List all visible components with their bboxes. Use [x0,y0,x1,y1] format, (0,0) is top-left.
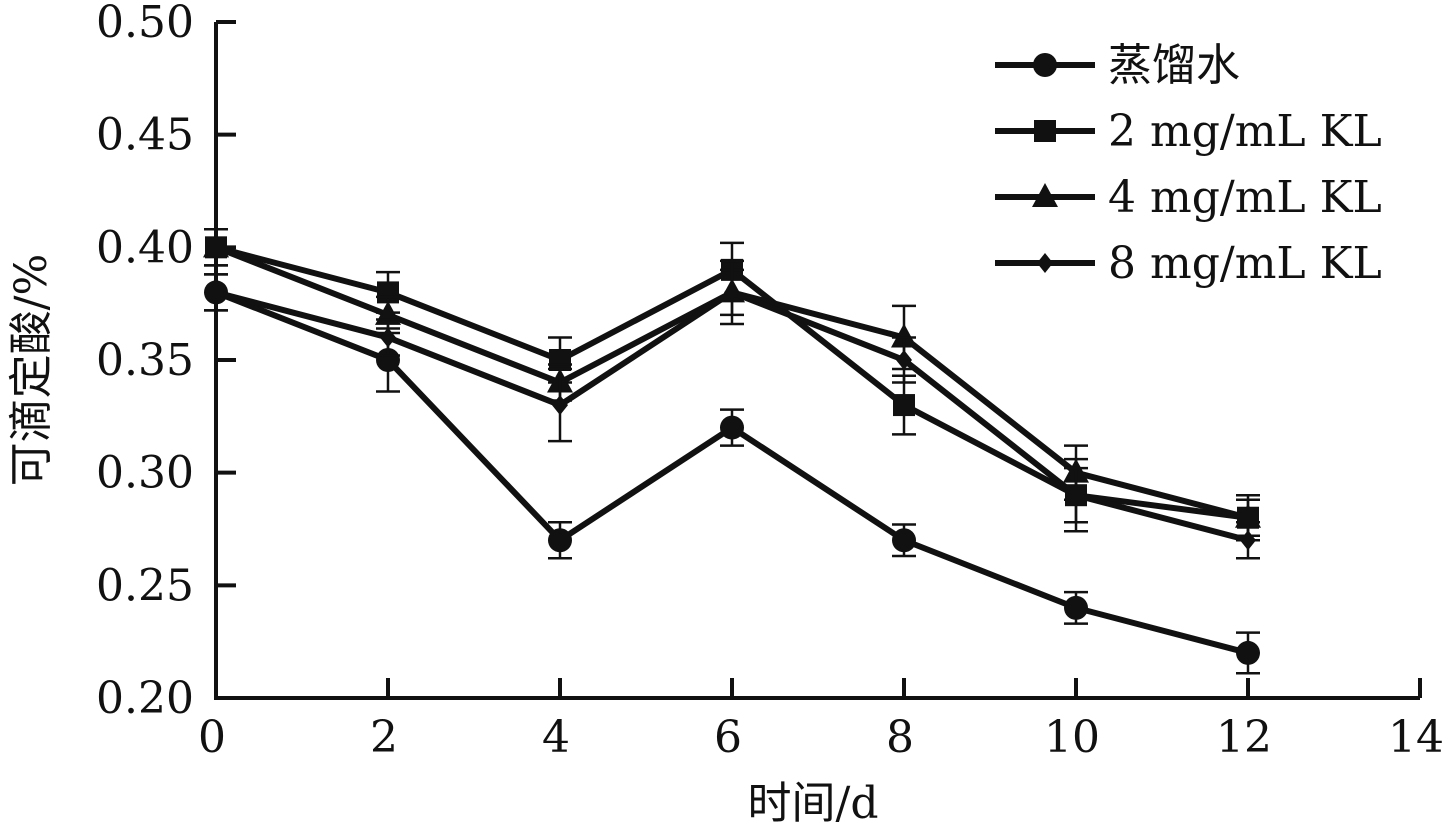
legend-label: 4 mg/mL KL [1108,172,1382,223]
legend-item-3: 4 mg/mL KL [995,172,1382,223]
y-tick-label: 0.35 [96,335,194,386]
data-point [724,282,740,303]
legend-label: 蒸馏水 [1108,40,1240,91]
legend-marker [1032,183,1058,207]
data-point [1240,530,1256,551]
y-axis-title: 可滴定酸/% [6,254,57,487]
legend-label: 2 mg/mL KL [1108,106,1382,157]
data-point [203,233,229,258]
legend-marker [1033,53,1057,77]
legend-item-4: 8 mg/mL KL [995,238,1382,289]
y-tick-label: 0.50 [96,0,194,48]
series-4 [204,259,1260,560]
data-point [1068,485,1084,506]
legend-item-1: 蒸馏水 [995,40,1240,91]
data-point [380,327,396,348]
data-point [1236,640,1260,665]
x-tick-label: 12 [1216,712,1272,763]
legend-label: 8 mg/mL KL [1108,238,1382,289]
y-tick-label: 0.40 [96,222,194,273]
x-tick-label: 2 [370,712,398,763]
series-line [214,289,1249,656]
data-point [552,395,568,416]
x-tick-label: 8 [886,712,914,763]
legend-item-2: 2 mg/mL KL [995,106,1382,157]
data-point [892,528,916,553]
data-point [896,350,912,370]
axes: 0.20 0.25 0.30 0.35 0.40 0.45 0.50 0 2 4 6 8 10 12 14 [96,0,1444,763]
legend-marker [1034,120,1056,142]
series-layer [203,228,1261,675]
y-tick-label: 0.45 [96,110,194,161]
data-point [1064,595,1088,620]
x-tick-label: 4 [542,712,570,763]
y-tick-label: 0.30 [96,448,194,499]
x-tick-label: 6 [714,712,742,763]
data-point [720,415,744,440]
data-point [893,394,915,417]
legend-marker [1037,253,1053,273]
y-tick-label: 0.25 [96,560,194,611]
data-point [208,282,224,303]
x-tick-label: 0 [198,712,226,763]
data-point [891,323,917,348]
x-axis-title: 时间/d [748,778,879,829]
y-tick-label: 0.20 [96,673,194,724]
series-1 [204,273,1260,675]
data-point [548,528,572,553]
data-point [376,348,400,372]
legend: 蒸馏水 2 mg/mL KL 4 mg/mL KL 8 mg/mL KL [995,40,1382,289]
x-tick-label: 14 [1388,712,1444,763]
x-tick-label: 10 [1044,712,1100,763]
